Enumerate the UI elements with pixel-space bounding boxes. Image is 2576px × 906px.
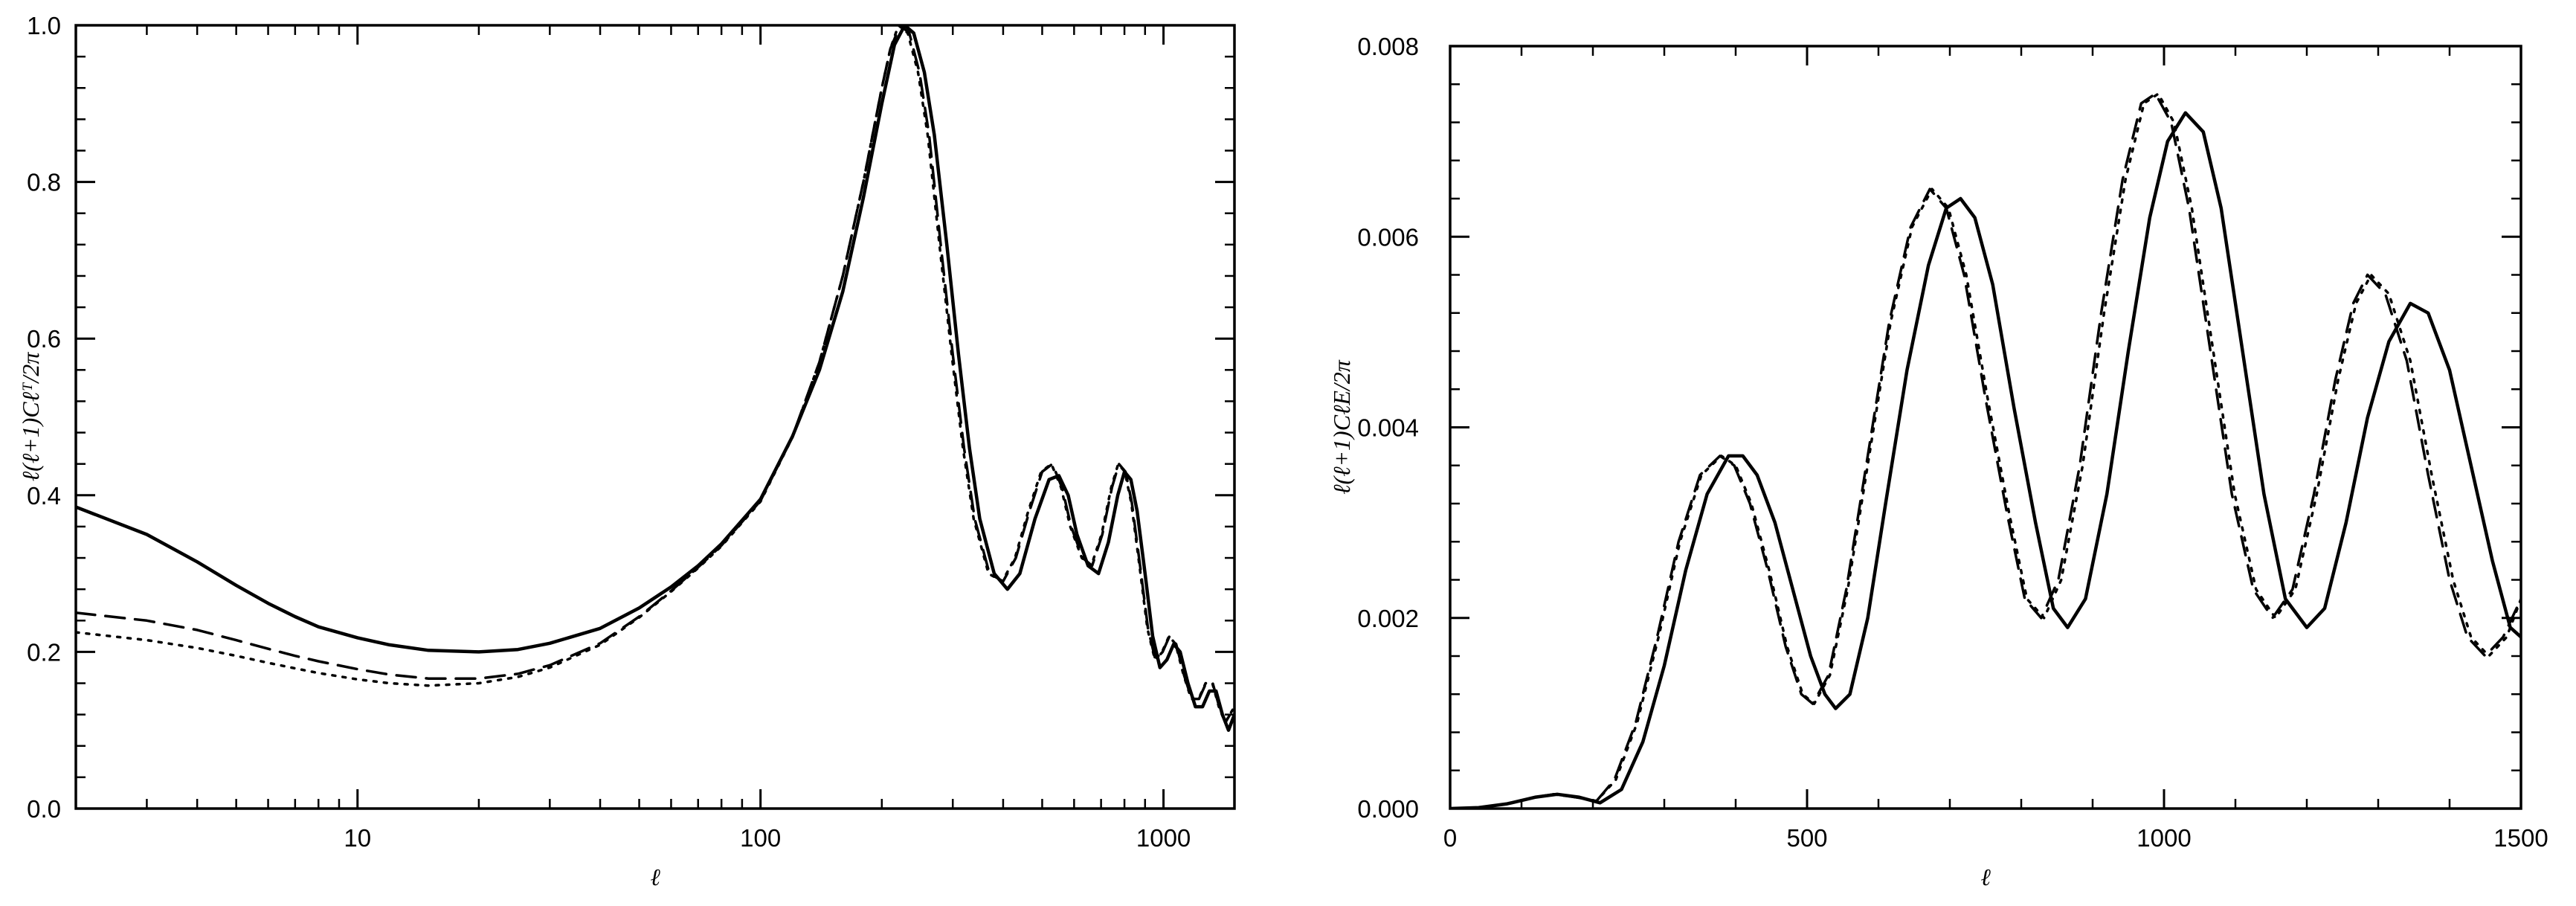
series-line-dashed xyxy=(76,25,1234,724)
y-tick-label: 0.000 xyxy=(1357,795,1419,823)
plot-frame xyxy=(74,24,1236,810)
left-chart-panel: 0.0 0.2 0.4 0.6 0.8 1.0 10 100 1000 ℓ ℓ(ℓ+1)Cℓᵀ/2π xyxy=(17,12,1236,890)
x-tick-label: 500 xyxy=(1786,824,1827,852)
series-line-solid xyxy=(76,25,1234,732)
x-tick-label: 1000 xyxy=(1136,824,1191,852)
y-tick-label: 0.008 xyxy=(1357,33,1419,60)
y-tick-label: 0.002 xyxy=(1357,605,1419,632)
y-tick-label: 0.6 xyxy=(27,325,61,353)
y-axis-label: ℓ(ℓ+1)Cℓᵀ/2π xyxy=(17,352,44,481)
y-tick-label: 0.0 xyxy=(27,795,61,823)
y-tick-label: 1.0 xyxy=(27,12,61,39)
x-tick-label: 0 xyxy=(1443,824,1457,852)
x-tick-label: 100 xyxy=(740,824,781,852)
series-line-solid xyxy=(1450,111,2521,809)
y-axis-label: ℓ(ℓ+1)CℓE/2π xyxy=(1328,359,1355,495)
plot-frame xyxy=(1449,45,2522,810)
series-line-dashed xyxy=(1450,92,2521,809)
series-line-dotted xyxy=(76,25,1234,724)
x-tick-label: 1500 xyxy=(2493,824,2548,852)
x-tick-label: 1000 xyxy=(2137,824,2191,852)
x-axis-label: ℓ xyxy=(1980,864,1991,890)
y-tick-label: 0.4 xyxy=(27,482,61,510)
y-tick-label: 0.004 xyxy=(1357,414,1419,442)
x-tick-label: 10 xyxy=(344,824,371,852)
series-line-dotted xyxy=(1450,92,2521,809)
y-tick-label: 0.2 xyxy=(27,638,61,666)
y-tick-label: 0.006 xyxy=(1357,223,1419,251)
x-axis-label: ℓ xyxy=(650,864,660,890)
right-chart-panel: 0.000 0.002 0.004 0.006 0.008 0 500 1000 1500 ℓ ℓ(… xyxy=(1328,33,2548,890)
y-tick-label: 0.8 xyxy=(27,169,61,196)
